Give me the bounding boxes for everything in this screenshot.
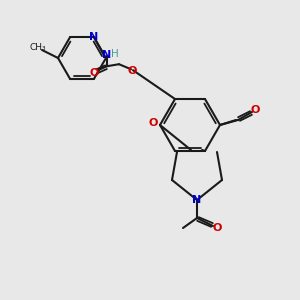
- Text: CH₃: CH₃: [30, 44, 46, 52]
- Text: O: O: [250, 105, 260, 115]
- Text: H: H: [111, 49, 119, 59]
- Text: O: O: [148, 118, 158, 128]
- Text: O: O: [127, 66, 137, 76]
- Text: N: N: [102, 50, 112, 60]
- Text: O: O: [212, 223, 222, 233]
- Text: N: N: [89, 32, 99, 42]
- Text: O: O: [89, 68, 99, 78]
- Text: N: N: [192, 195, 202, 205]
